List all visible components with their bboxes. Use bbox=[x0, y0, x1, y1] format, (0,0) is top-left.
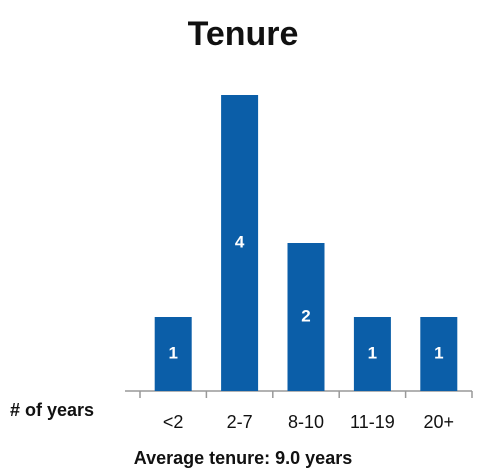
x-tick-label: 8-10 bbox=[288, 412, 324, 432]
bar bbox=[353, 317, 391, 391]
data-label: 1 bbox=[434, 343, 443, 362]
x-tick-label: 11-19 bbox=[350, 412, 395, 432]
data-label: 1 bbox=[368, 343, 377, 362]
data-label: 2 bbox=[301, 306, 310, 325]
x-tick-label: 2-7 bbox=[227, 412, 253, 432]
data-label: 4 bbox=[235, 232, 245, 251]
x-tick-label: <2 bbox=[163, 412, 184, 432]
x-axis-label: # of years bbox=[10, 400, 94, 420]
bar bbox=[420, 317, 458, 391]
bar bbox=[287, 243, 325, 391]
annotation: Average tenure: 9.0 years bbox=[134, 448, 352, 468]
data-label: 1 bbox=[168, 343, 177, 362]
chart-title: Tenure bbox=[188, 15, 299, 53]
x-tick-label: 20+ bbox=[424, 412, 455, 432]
bar bbox=[154, 317, 192, 391]
bar bbox=[221, 95, 259, 391]
